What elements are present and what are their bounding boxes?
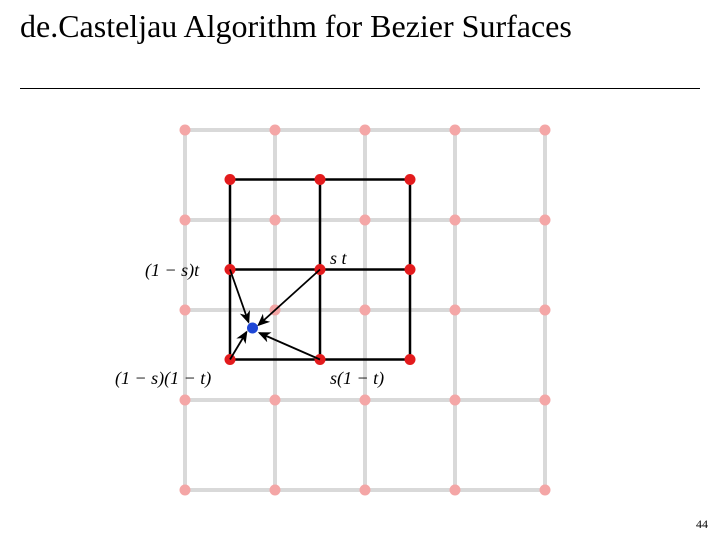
blue-point bbox=[247, 323, 258, 334]
label-st: s t bbox=[330, 248, 347, 269]
diagram bbox=[0, 0, 720, 540]
red-dot bbox=[405, 264, 416, 275]
red-dot bbox=[225, 174, 236, 185]
red-dot bbox=[315, 174, 326, 185]
red-dot bbox=[405, 354, 416, 365]
label-br: s(1 − t) bbox=[330, 368, 384, 389]
red-dot bbox=[405, 174, 416, 185]
label-tl: (1 − s)t bbox=[145, 260, 199, 281]
label-bl: (1 − s)(1 − t) bbox=[115, 368, 211, 389]
blue-dot bbox=[247, 323, 258, 334]
arrow bbox=[260, 333, 321, 360]
arrow bbox=[230, 270, 249, 323]
arrow bbox=[259, 270, 321, 326]
arrow bbox=[230, 332, 247, 360]
